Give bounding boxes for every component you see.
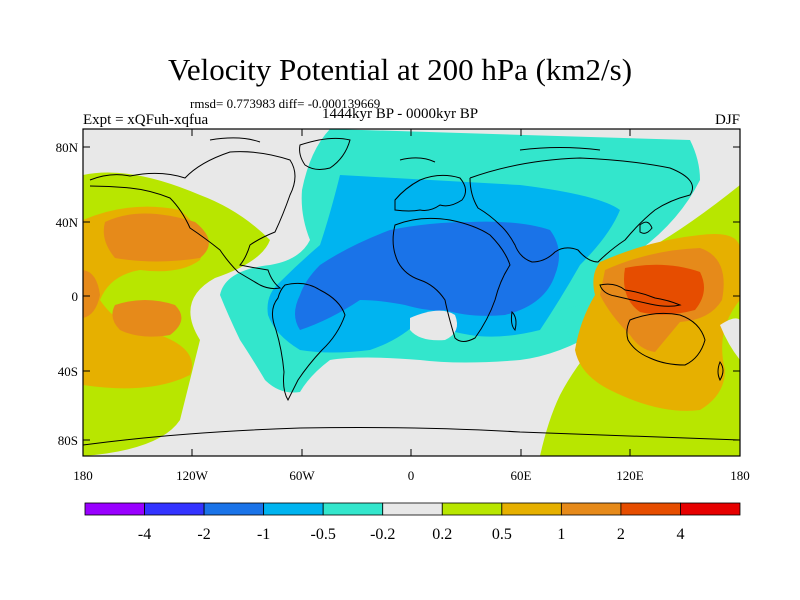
y-tick-label: 80N <box>56 140 79 155</box>
asia-coastline <box>469 157 693 263</box>
colorbar-label: 1 <box>557 526 565 543</box>
africa-coastline <box>392 217 511 342</box>
south-america-coastline <box>272 282 346 402</box>
colorbar-box <box>560 502 622 516</box>
colorbar-label: -2 <box>197 526 210 543</box>
contour-region-neutral-south-atlantic <box>410 310 458 341</box>
colorbar-box <box>441 502 503 516</box>
x-tick-label: 0 <box>408 468 415 483</box>
x-axis-labels: 180 120W 60W 0 60E 120E 180 <box>73 468 750 483</box>
colorbar-box <box>501 502 562 516</box>
y-tick-label: 40N <box>56 215 79 230</box>
colorbar-box <box>84 502 145 516</box>
y-tick-label: 80S <box>58 433 78 448</box>
x-tick-label: 120W <box>176 468 209 483</box>
period-label: 1444kyr BP - 0000kyr BP <box>322 106 479 122</box>
colorbar-label: 2 <box>617 526 625 543</box>
new-zealand-coastline <box>717 360 724 382</box>
antarctica-coastline <box>83 427 740 446</box>
coastlines-layer <box>83 137 740 446</box>
colorbar-box <box>263 502 324 516</box>
x-tick-label: 60W <box>289 468 315 483</box>
x-tick-label: 60E <box>511 468 532 483</box>
contour-region-pacific-darkorange-south <box>112 300 182 337</box>
contour-region-dateline-west <box>83 270 100 318</box>
colorbar-label: -4 <box>138 526 151 543</box>
map-title: Velocity Potential at 200 hPa (km2/s) <box>167 52 633 87</box>
x-tick-label: 120E <box>616 468 644 483</box>
y-axis-ticks <box>83 146 740 441</box>
season-label: DJF <box>714 112 740 128</box>
contour-region-blue-core <box>295 221 559 330</box>
colorbar <box>84 502 741 516</box>
colorbar-label: -0.5 <box>311 526 336 543</box>
colorbar-box <box>382 502 443 516</box>
y-tick-label: 0 <box>72 289 79 304</box>
colorbar-box <box>620 502 681 516</box>
y-tick-label: 40S <box>58 364 78 379</box>
contour-fill-layer <box>83 129 740 456</box>
north-america-coastline <box>89 151 296 290</box>
colorbar-label: 0.5 <box>492 526 512 543</box>
colorbar-label: -1 <box>257 526 270 543</box>
japan-coastline <box>639 221 653 234</box>
colorbar-box <box>680 502 741 516</box>
colorbar-label: 4 <box>676 526 684 543</box>
colorbar-box <box>203 502 265 516</box>
indonesia-coastline <box>599 283 682 307</box>
australia-coastline <box>626 312 706 366</box>
contour-region-west-pacific-darkorange <box>624 264 704 315</box>
colorbar-labels: -4 -2 -1 -0.5 -0.2 0.2 0.5 1 2 4 <box>138 526 685 543</box>
y-axis-labels: 80N 40N 0 40S 80S <box>56 140 79 448</box>
arctic-islands-coastline <box>209 137 601 163</box>
rmsd-diff-stats: rmsd= 0.773983 diff= -0.000139669 <box>190 96 381 111</box>
colorbar-box <box>144 502 205 516</box>
x-axis-ticks <box>82 129 741 456</box>
colorbar-label: -0.2 <box>370 526 395 543</box>
madagascar-coastline <box>510 310 517 331</box>
experiment-label: Expt = xQFuh-xqfua <box>83 112 209 128</box>
x-tick-label: 180 <box>730 468 750 483</box>
contour-region-pacific-darkorange-north <box>103 213 209 262</box>
colorbar-box <box>322 502 384 516</box>
europe-coastline <box>394 174 466 212</box>
greenland-coastline <box>299 137 351 170</box>
x-tick-label: 180 <box>73 468 93 483</box>
contour-region-east-dateline-edge <box>720 318 740 360</box>
colorbar-label: 0.2 <box>432 526 452 543</box>
